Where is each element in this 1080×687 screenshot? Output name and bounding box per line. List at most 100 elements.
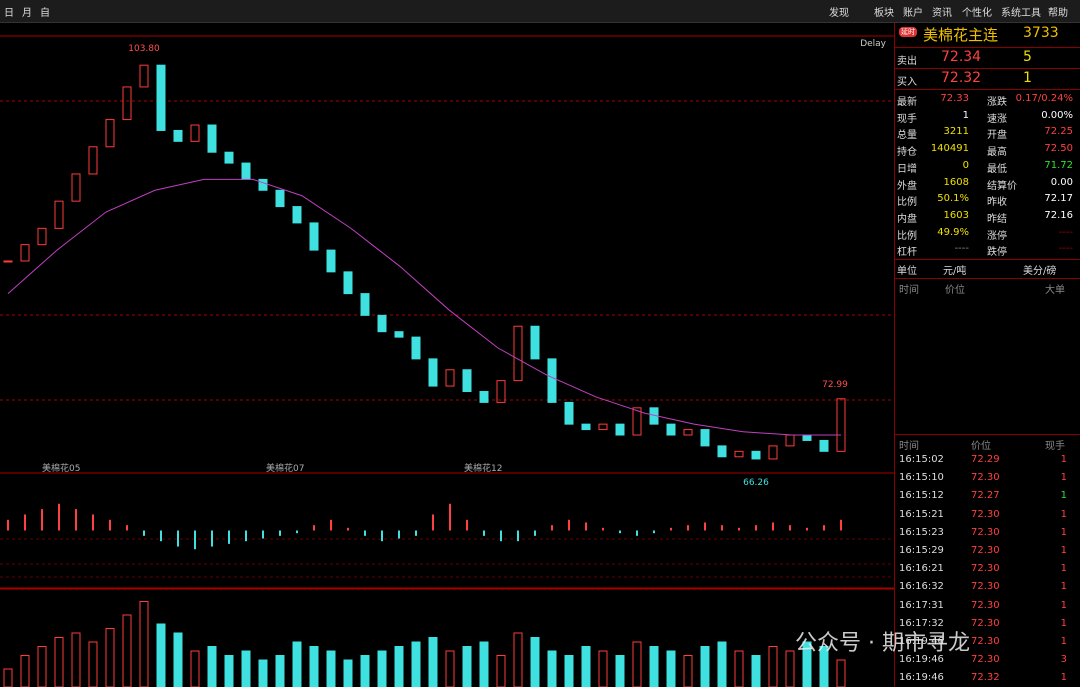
book-label: 买入 bbox=[897, 77, 917, 88]
volume-bar bbox=[241, 650, 251, 687]
candle bbox=[275, 189, 285, 208]
volume-bar bbox=[71, 632, 81, 687]
unit-option[interactable]: 美分/磅 bbox=[1023, 266, 1057, 277]
toolbar: 日月自 发现 板块 账户 资讯 个性化 系统工具 帮助 bbox=[0, 0, 1080, 23]
stat-value: 71.72 bbox=[1044, 159, 1073, 171]
stat-row: 比例 49.9% 涨停 ---- bbox=[895, 225, 1080, 242]
candle bbox=[496, 380, 506, 403]
tick-price: 72.30 bbox=[971, 545, 1000, 556]
unit-label: 单位 bbox=[897, 266, 917, 277]
volume-bar bbox=[666, 650, 676, 687]
menu-item[interactable]: 板块 bbox=[874, 8, 894, 19]
volume-bar bbox=[309, 646, 319, 687]
low-label: 66.26 bbox=[743, 478, 769, 488]
volume-bar bbox=[411, 641, 421, 687]
volume-bar bbox=[479, 641, 489, 687]
stat-label: 内盘 bbox=[897, 213, 917, 225]
tick-time: 16:19:46 bbox=[899, 636, 944, 647]
menu-item[interactable]: 发现 bbox=[829, 8, 849, 19]
tick-price: 72.27 bbox=[971, 490, 1000, 502]
menu-item[interactable]: 资讯 bbox=[932, 8, 952, 19]
volume-bar bbox=[581, 646, 591, 687]
tick-row: 16:15:12 72.27 1 bbox=[895, 488, 1080, 504]
volume-bar bbox=[292, 641, 302, 687]
stat-label: 杠杆 bbox=[897, 247, 917, 259]
order-book-row: 卖出 72.34 5 bbox=[895, 48, 1080, 69]
high-label: 103.80 bbox=[128, 44, 160, 54]
stat-row: 现手 1 速涨 0.00% bbox=[895, 108, 1080, 125]
stat-row: 内盘 1603 昨结 72.16 bbox=[895, 208, 1080, 225]
volume-bar bbox=[156, 623, 166, 687]
tick-price: 72.30 bbox=[971, 472, 1000, 484]
stat-label: 日增 bbox=[897, 163, 917, 175]
tick-time: 16:17:31 bbox=[899, 599, 944, 611]
tick-time: 16:19:46 bbox=[899, 654, 944, 666]
volume-bar bbox=[615, 655, 625, 687]
tick-row: 16:15:23 72.30 1 bbox=[895, 525, 1080, 541]
volume-bar bbox=[54, 637, 64, 687]
unit-value: 元/吨 bbox=[943, 266, 967, 277]
toolbar-button[interactable]: 月 bbox=[22, 8, 32, 19]
volume-bar bbox=[632, 641, 642, 687]
candle bbox=[309, 222, 319, 251]
stat-label: 比例 bbox=[897, 197, 917, 209]
candle bbox=[751, 450, 761, 460]
volume-bar bbox=[462, 646, 472, 687]
toolbar-button[interactable]: 日 bbox=[4, 8, 14, 19]
stat-value: 50.1% bbox=[937, 193, 969, 205]
candle bbox=[615, 423, 625, 436]
stat-value: ---- bbox=[1058, 226, 1073, 238]
stat-label: 速涨 bbox=[987, 113, 1007, 125]
stat-value: 0.00 bbox=[1050, 176, 1073, 188]
tick-time: 16:19:46 bbox=[899, 672, 944, 684]
tick-row: 16:15:29 72.30 1 bbox=[895, 543, 1080, 559]
menu-item[interactable]: 帮助 bbox=[1048, 8, 1068, 19]
candle bbox=[717, 445, 727, 458]
big-order-header: 时间 价位 大单 bbox=[895, 279, 1080, 296]
tick-volume: 1 bbox=[1060, 545, 1067, 556]
column-header: 大单 bbox=[1045, 285, 1065, 296]
candle bbox=[224, 151, 234, 164]
candle bbox=[666, 423, 676, 436]
stat-value: 72.17 bbox=[1044, 193, 1073, 205]
candle bbox=[632, 407, 642, 436]
contract-label: 美棉花05 bbox=[42, 462, 80, 474]
unit-row: 单位 元/吨 美分/磅 bbox=[895, 259, 1080, 279]
tick-time: 16:15:10 bbox=[899, 472, 944, 484]
volume-bar bbox=[173, 632, 183, 687]
stat-label: 涨停 bbox=[987, 230, 1007, 242]
tick-time: 16:15:23 bbox=[899, 526, 944, 538]
volume-bar bbox=[751, 655, 761, 687]
menu-item[interactable]: 个性化 bbox=[962, 8, 992, 19]
volume-bar bbox=[258, 659, 268, 687]
volume-bar bbox=[768, 646, 778, 687]
stat-label: 开盘 bbox=[987, 130, 1007, 142]
stat-label: 昨收 bbox=[987, 197, 1007, 209]
candle bbox=[394, 331, 404, 338]
tick-volume: 3 bbox=[1060, 654, 1067, 666]
tick-time: 16:15:12 bbox=[899, 490, 944, 502]
tick-row: 16:16:32 72.30 1 bbox=[895, 579, 1080, 595]
menu-item[interactable]: 系统工具 bbox=[1001, 8, 1041, 19]
candle bbox=[445, 369, 455, 387]
stat-label: 持仓 bbox=[897, 147, 917, 159]
menu-item[interactable]: 账户 bbox=[903, 8, 923, 19]
stat-value: ---- bbox=[954, 243, 969, 255]
stat-row: 外盘 1608 结算价 0.00 bbox=[895, 175, 1080, 192]
book-price: 72.32 bbox=[941, 70, 982, 86]
candle bbox=[190, 124, 200, 142]
candle bbox=[343, 271, 353, 295]
chart: Delay 美棉花05 美棉花07 美棉花12 103.80 66.26 72.99 bbox=[0, 35, 894, 687]
candle bbox=[428, 358, 438, 387]
volume-bar bbox=[360, 655, 370, 687]
contract-label: 美棉花12 bbox=[464, 462, 502, 474]
toolbar-button[interactable]: 自 bbox=[40, 8, 50, 19]
tick-row: 16:19:46 72.32 1 bbox=[895, 670, 1080, 686]
contract-label: 美棉花07 bbox=[266, 462, 304, 474]
tick-time: 16:17:32 bbox=[899, 617, 944, 629]
stat-row: 总量 3211 开盘 72.25 bbox=[895, 124, 1080, 142]
volume-bar bbox=[530, 637, 540, 687]
tick-row: 16:17:31 72.30 1 bbox=[895, 598, 1080, 614]
candle bbox=[598, 423, 608, 431]
